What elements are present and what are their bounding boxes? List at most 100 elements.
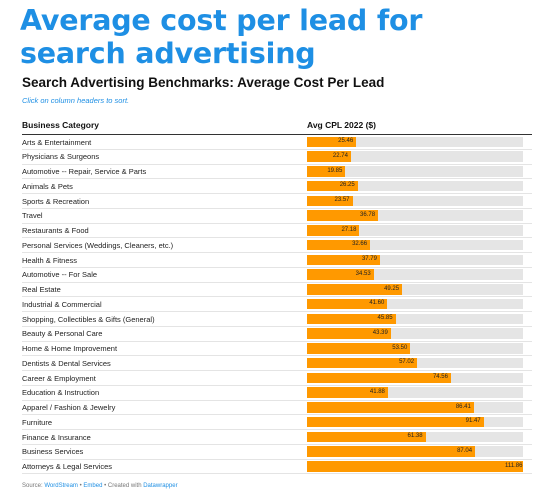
- category-label: Automotive -- For Sale: [22, 270, 98, 280]
- bar-track: 36.78: [307, 210, 523, 221]
- value-label: 49.25: [384, 285, 400, 292]
- table-row: Animals & Pets 26.25: [22, 179, 532, 194]
- table-row: Beauty & Personal Care 43.39: [22, 327, 532, 342]
- category-label: Beauty & Personal Care: [22, 329, 103, 339]
- bar-track: 27.18: [307, 225, 523, 236]
- bar: [307, 254, 380, 265]
- footer: Source: WordStream • Embed • Created wit…: [22, 483, 178, 489]
- column-header-value[interactable]: Avg CPL 2022 ($): [307, 120, 376, 130]
- category-label: Health & Fitness: [22, 255, 78, 265]
- category-label: Arts & Entertainment: [22, 137, 92, 147]
- value-label: 74.56: [432, 374, 448, 380]
- bar-track: 45.85: [307, 313, 523, 324]
- sort-hint: Click on column headers to sort.: [22, 96, 130, 105]
- category-label: Finance & Insurance: [22, 432, 91, 442]
- bar: [307, 195, 353, 206]
- bar-track: 43.39: [307, 328, 523, 339]
- bar: [307, 431, 426, 442]
- category-label: Automotive -- Repair, Service & Parts: [22, 167, 147, 176]
- category-label: Restaurants & Food: [22, 226, 89, 235]
- value-label: 23.57: [334, 197, 350, 203]
- category-label: Dentists & Dental Services: [22, 358, 111, 368]
- bar-track: 22.74: [307, 151, 523, 162]
- bar: [307, 284, 403, 295]
- table-row: Automotive -- For Sale 34.53: [22, 268, 532, 283]
- separator: •: [104, 483, 107, 489]
- bar-track: 41.60: [307, 298, 523, 310]
- value-label: 41.88: [369, 388, 385, 395]
- bar-track: 25.46: [307, 136, 523, 147]
- value-label: 25.46: [338, 138, 354, 144]
- value-label: 53.50: [392, 344, 408, 351]
- category-label: Physicians & Surgeons: [22, 152, 100, 162]
- value-label: 36.78: [360, 211, 376, 218]
- bar-track: 86.41: [307, 402, 523, 413]
- bar: [307, 402, 474, 413]
- column-header-category[interactable]: Business Category: [22, 120, 99, 130]
- source-label: Source:: [22, 483, 43, 489]
- value-label: 19.85: [327, 167, 343, 174]
- value-label: 27.18: [341, 226, 357, 233]
- table-header: Business Category Avg CPL 2022 ($): [22, 116, 532, 135]
- table-row: Furniture 91.47: [22, 415, 532, 430]
- category-label: Career & Employment: [22, 373, 96, 383]
- table-row: Sports & Recreation 23.57: [22, 194, 532, 209]
- category-label: Real Estate: [22, 285, 61, 294]
- table-row: Automotive -- Repair, Service & Parts 19.…: [22, 165, 532, 180]
- bar-track: 111.86: [307, 461, 523, 472]
- bar-track: 53.50: [307, 343, 523, 354]
- bar: [307, 328, 391, 339]
- bar: [307, 225, 360, 236]
- value-label: 37.79: [361, 256, 377, 262]
- embed-link[interactable]: Embed: [83, 483, 103, 489]
- datawrapper-link[interactable]: Datawrapper: [143, 483, 178, 489]
- table-row: Physicians & Surgeons 22.74: [22, 150, 532, 165]
- source-link[interactable]: WordStream: [44, 483, 78, 489]
- headline: Average cost per lead for search adverti…: [20, 4, 423, 70]
- bar: [307, 372, 451, 383]
- table-row: Health & Fitness 37.79: [22, 253, 532, 268]
- table-row: Education & Instruction 41.88: [22, 386, 532, 401]
- table-row: Home & Home Improvement 53.50: [22, 342, 532, 357]
- bar-table: Arts & Entertainment 25.46 Physicians & Su…: [22, 135, 532, 475]
- category-label: Industrial & Commercial: [22, 299, 102, 309]
- category-label: Education & Instruction: [22, 388, 100, 398]
- bar: [307, 136, 357, 147]
- created-with-label: Created with: [107, 483, 142, 489]
- chart-title: Search Advertising Benchmarks: Average C…: [22, 75, 385, 90]
- table-row: Attorneys & Legal Services 111.86: [22, 460, 532, 475]
- table-row: Career & Employment 74.56: [22, 371, 532, 386]
- value-label: 86.41: [455, 403, 471, 410]
- table-row: Apparel / Fashion & Jewelry 86.41: [22, 401, 532, 416]
- bar: [307, 298, 388, 310]
- category-label: Furniture: [22, 417, 53, 427]
- category-label: Personal Services (Weddings, Cleaners, e…: [22, 240, 174, 250]
- bar: [307, 313, 396, 324]
- bar: [307, 461, 523, 472]
- bar: [307, 239, 371, 251]
- value-label: 26.25: [339, 182, 355, 189]
- category-label: Attorneys & Legal Services: [22, 462, 113, 471]
- table-row: Real Estate 49.25: [22, 283, 532, 298]
- category-label: Sports & Recreation: [22, 196, 90, 206]
- category-label: Home & Home Improvement: [22, 344, 118, 353]
- bar: [307, 387, 388, 398]
- bar-track: 37.79: [307, 254, 523, 265]
- table-row: Personal Services (Weddings, Cleaners, e…: [22, 238, 532, 253]
- category-label: Animals & Pets: [22, 181, 73, 191]
- table-row: Dentists & Dental Services 57.02: [22, 356, 532, 371]
- table-row: Arts & Entertainment 25.46: [22, 135, 532, 150]
- bar: [307, 357, 418, 369]
- table-row: Industrial & Commercial 41.60: [22, 297, 532, 312]
- value-label: 32.66: [352, 241, 368, 248]
- value-label: 34.53: [355, 270, 371, 277]
- bar-track: 91.47: [307, 416, 523, 428]
- category-label: Apparel / Fashion & Jewelry: [22, 403, 116, 412]
- bar: [307, 446, 476, 457]
- category-label: Travel: [22, 211, 43, 221]
- table-row: Shopping, Collectibles & Gifts (General)…: [22, 312, 532, 327]
- value-label: 41.60: [369, 300, 385, 307]
- value-label: 91.47: [465, 418, 481, 425]
- value-label: 111.86: [505, 462, 523, 469]
- table-row: Finance & Insurance 61.38: [22, 430, 532, 445]
